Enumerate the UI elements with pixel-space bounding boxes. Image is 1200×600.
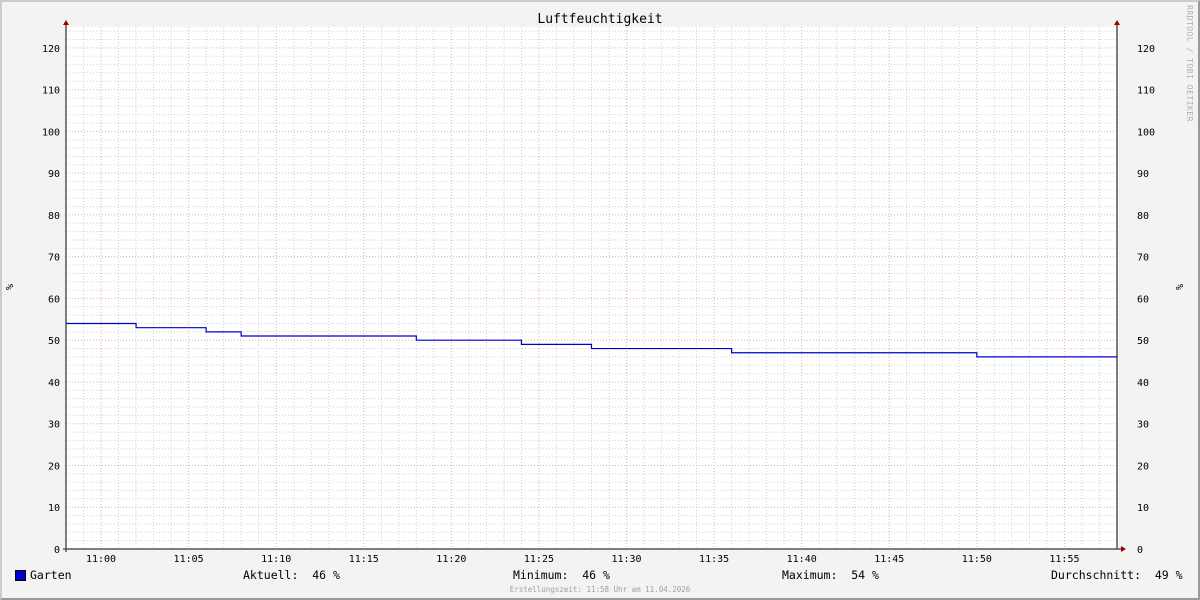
- y-tick-label-left: 110: [42, 86, 60, 97]
- y-tick-label-right: 90: [1137, 169, 1149, 180]
- y-tick-label-left: 30: [48, 420, 60, 431]
- y-tick-label-left: 40: [48, 378, 60, 389]
- legend-maximum: Maximum: 54 %: [782, 568, 879, 582]
- x-tick-label: 11:40: [787, 554, 817, 565]
- legend-swatch-garten: [15, 570, 26, 581]
- x-tick-label: 11:30: [611, 554, 641, 565]
- legend-current: Aktuell: 46 %: [243, 568, 340, 582]
- x-tick-label: 11:20: [436, 554, 466, 565]
- x-tick-label: 11:10: [261, 554, 291, 565]
- y-tick-label-left: 60: [48, 294, 60, 305]
- series-line-garten: [66, 322, 1117, 358]
- y-tick-label-right: 40: [1137, 378, 1149, 389]
- y-axis-arrow-right: [1114, 20, 1120, 25]
- y-axis-arrow-left: [63, 20, 69, 25]
- x-tick-label: 11:55: [1049, 554, 1079, 565]
- x-axis-arrow: [1121, 546, 1126, 552]
- y-tick-label-left: 90: [48, 169, 60, 180]
- y-tick-label-right: 10: [1137, 503, 1149, 514]
- y-tick-label-left: 0: [54, 545, 60, 556]
- y-tick-label-right: 110: [1137, 86, 1155, 97]
- x-tick-label: 11:45: [874, 554, 904, 565]
- y-tick-label-left: 80: [48, 211, 60, 222]
- legend-series-name: Garten: [30, 568, 72, 582]
- y-tick-label-right: 70: [1137, 253, 1149, 264]
- x-tick-label: 11:05: [174, 554, 204, 565]
- legend-average: Durchschnitt: 49 %: [1051, 568, 1183, 582]
- y-tick-label-right: 80: [1137, 211, 1149, 222]
- creation-time-footer: Erstellungszeit: 11:58 Uhr am 11.04.2026: [509, 585, 691, 594]
- y-tick-label-right: 120: [1137, 44, 1155, 55]
- y-tick-label-right: 100: [1137, 127, 1155, 138]
- y-axis-label-right: %: [1175, 284, 1186, 290]
- y-tick-label-left: 20: [48, 461, 60, 472]
- chart-title: Luftfeuchtigkeit: [537, 12, 662, 27]
- y-tick-label-right: 20: [1137, 461, 1149, 472]
- y-tick-label-left: 100: [42, 127, 60, 138]
- y-axis-label-left: %: [5, 284, 16, 290]
- y-tick-label-right: 0: [1137, 545, 1143, 556]
- y-tick-label-left: 10: [48, 503, 60, 514]
- x-tick-label: 11:25: [524, 554, 554, 565]
- x-tick-label: 11:00: [86, 554, 116, 565]
- y-tick-label-left: 70: [48, 253, 60, 264]
- rrdtool-watermark: RRDTOOL / TOBI OETIKER: [1185, 5, 1194, 122]
- y-tick-label-right: 50: [1137, 336, 1149, 347]
- y-tick-label-left: 50: [48, 336, 60, 347]
- y-tick-label-left: 120: [42, 44, 60, 55]
- y-tick-label-right: 30: [1137, 420, 1149, 431]
- y-tick-label-right: 60: [1137, 294, 1149, 305]
- x-tick-label: 11:35: [699, 554, 729, 565]
- legend-minimum: Minimum: 46 %: [513, 568, 610, 582]
- x-tick-label: 11:15: [349, 554, 379, 565]
- x-tick-label: 11:50: [962, 554, 992, 565]
